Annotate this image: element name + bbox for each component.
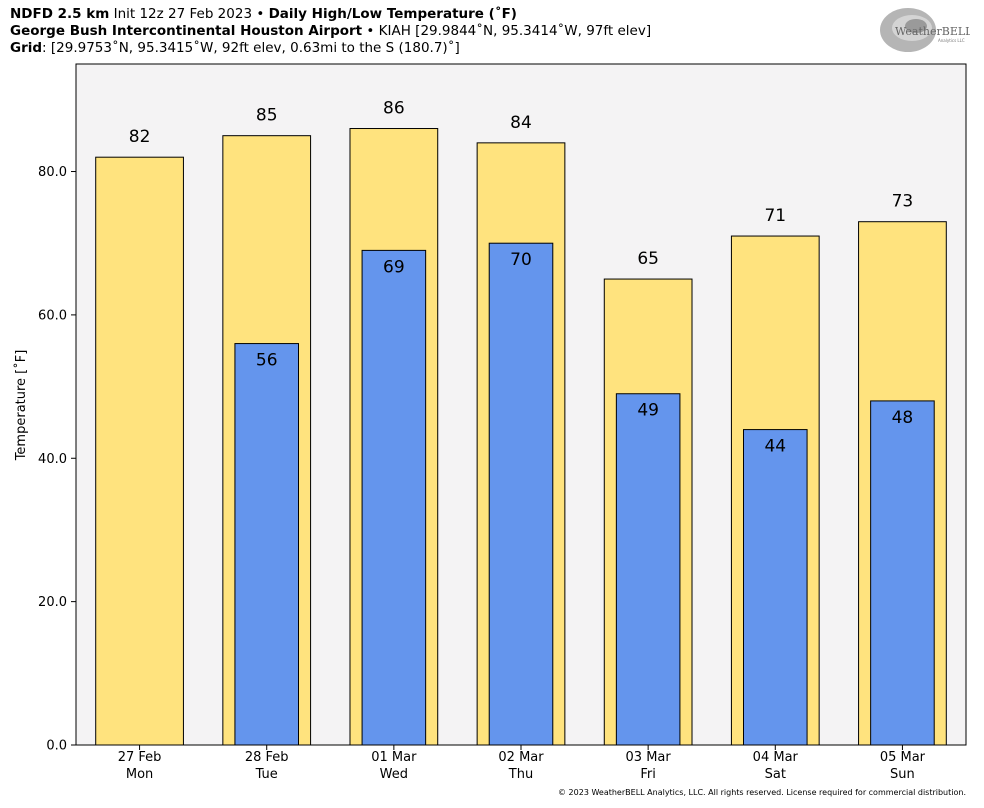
copyright-footer: © 2023 WeatherBELL Analytics, LLC. All r… (558, 788, 966, 797)
x-tick-label-day: Mon (126, 767, 153, 782)
chart-title: Daily High/Low Temperature (˚F) (268, 6, 517, 22)
grid-detail: : [29.9753˚N, 95.3415˚W, 92ft elev, 0.63… (42, 40, 460, 56)
x-tick-label-date: 03 Mar (626, 750, 672, 765)
weatherbell-logo: WeatherBELL Analytics LLC (880, 8, 970, 52)
station-name: George Bush Intercontinental Houston Air… (10, 23, 363, 39)
x-tick-label-day: Thu (508, 767, 533, 782)
high-temp-label: 71 (764, 206, 786, 226)
low-temp-bar (361, 249, 427, 746)
y-tick-label: 80.0 (38, 165, 67, 180)
low-temp-bar (870, 400, 935, 746)
low-temp-bar (488, 242, 554, 746)
header-line-2: George Bush Intercontinental Houston Air… (10, 23, 651, 40)
logo-text: WeatherBELL (895, 25, 970, 38)
x-tick-label-date: 28 Feb (245, 750, 289, 765)
header-line-1: NDFD 2.5 km Init 12z 27 Feb 2023 • Daily… (10, 6, 517, 23)
x-tick-label-day: Tue (255, 767, 278, 782)
high-temp-label: 65 (637, 249, 659, 269)
high-temp-label: 84 (510, 113, 532, 133)
low-temp-label: 56 (256, 351, 278, 371)
low-temp-bar (234, 343, 300, 746)
y-tick-label: 40.0 (38, 452, 67, 467)
low-temp-label: 48 (892, 408, 914, 428)
x-tick-label-date: 05 Mar (880, 750, 926, 765)
model-name: NDFD 2.5 km (10, 6, 110, 22)
x-tick-label-day: Sun (890, 767, 915, 782)
x-tick-label-date: 27 Feb (118, 750, 162, 765)
x-tick-label-date: 02 Mar (498, 750, 544, 765)
low-temp-label: 44 (764, 437, 786, 457)
low-temp-bar (615, 393, 681, 746)
x-tick-label-day: Wed (380, 767, 408, 782)
station-detail: • KIAH [29.9844˚N, 95.3414˚W, 97ft elev] (362, 23, 652, 39)
high-temp-bar (95, 156, 184, 746)
high-temp-label: 82 (129, 127, 151, 147)
x-tick-label-day: Fri (640, 767, 656, 782)
y-tick-label: 0.0 (46, 739, 67, 754)
low-temp-bar (743, 429, 808, 746)
y-axis-label: Temperature [˚F] (13, 350, 29, 462)
low-temp-label: 70 (510, 250, 532, 270)
low-temp-label: 69 (383, 257, 405, 277)
x-tick-label-day: Sat (765, 767, 786, 782)
header-line-3: Grid: [29.9753˚N, 95.3415˚W, 92ft elev, … (10, 40, 460, 57)
low-temp-label: 49 (637, 401, 659, 421)
y-tick-label: 20.0 (38, 595, 67, 610)
x-tick-label-date: 01 Mar (371, 750, 417, 765)
grid-label: Grid (10, 40, 43, 56)
y-tick-label: 60.0 (38, 308, 67, 323)
high-temp-label: 73 (892, 192, 914, 212)
logo-subtext: Analytics LLC (938, 38, 965, 43)
x-tick-label-date: 04 Mar (753, 750, 799, 765)
init-time: Init 12z 27 Feb 2023 • (109, 6, 269, 22)
high-temp-label: 86 (383, 99, 405, 119)
high-temp-label: 85 (256, 106, 278, 126)
